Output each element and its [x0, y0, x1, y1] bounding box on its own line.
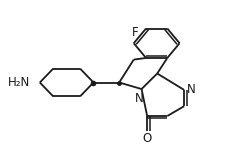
Text: N: N [186, 83, 195, 96]
Text: H₂N: H₂N [7, 76, 30, 89]
Text: F: F [132, 26, 138, 39]
Text: N: N [135, 92, 144, 105]
Text: O: O [142, 132, 152, 145]
